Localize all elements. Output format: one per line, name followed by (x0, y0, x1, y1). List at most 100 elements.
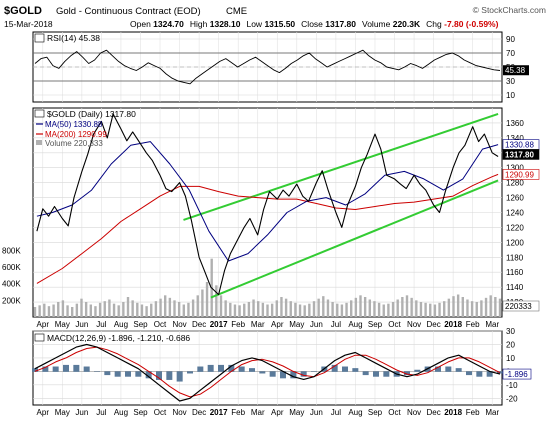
price-legend-swatch (34, 109, 45, 118)
stat-label: Chg (426, 19, 444, 29)
rsi-legend-swatch (34, 33, 45, 43)
macd-histogram-bar (352, 368, 359, 372)
macd-histogram-bar (435, 366, 441, 372)
macd-x-tick-label: Jul (331, 408, 341, 417)
x-tick-label: Nov (172, 320, 186, 329)
x-tick-label: Jul (331, 320, 341, 329)
watermark: © StockCharts.com (473, 5, 546, 15)
macd-histogram-bar (114, 371, 121, 377)
macd-histogram-bar (445, 366, 452, 372)
volume-tick-label: 200K (2, 296, 21, 305)
rsi-last-value-box (503, 65, 529, 76)
macd-histogram-bar (290, 371, 297, 379)
macd-x-tick-label: Jun (310, 408, 323, 417)
trend-channel-upper (183, 113, 499, 221)
ma200-legend-label: MA(200) 1290.99 (45, 130, 107, 139)
volume-legend-swatch (36, 140, 42, 145)
macd-histogram-bar (94, 371, 100, 372)
x-tick-label: Nov (407, 320, 421, 329)
x-tick-label: Mar (485, 320, 499, 329)
volume-last-value-box (502, 300, 540, 312)
last-value-box (502, 169, 540, 180)
volume-last-value: 220333 (505, 302, 532, 311)
macd-histogram-bar (228, 364, 235, 372)
price-legend-label: $GOLD (Daily) 1317.80 (47, 109, 136, 119)
macd-x-tick-label: Mar (251, 408, 265, 417)
volume-tick-label: 800K (2, 246, 21, 255)
macd-histogram-bar (42, 366, 49, 372)
symbol: $GOLD (4, 5, 42, 17)
price-tick-label: 1180 (506, 253, 524, 262)
macd-x-tick-label: May (289, 408, 304, 417)
macd-histogram-bar (83, 366, 90, 372)
macd-histogram-bar (476, 371, 483, 377)
macd-tick-label: 30 (506, 327, 515, 336)
stat-value: 1328.10 (210, 19, 241, 29)
price-tick-label: 1200 (506, 238, 524, 247)
volume-tick-label: 600K (2, 263, 21, 272)
ma50-line (36, 141, 499, 262)
x-tick-label: May (289, 320, 304, 329)
macd-panel-frame (32, 330, 503, 406)
macd-histogram-bar (362, 371, 369, 376)
macd-histogram-bar (455, 368, 462, 372)
macd-tick-label: -10 (506, 381, 518, 390)
macd-legend-swatch (34, 333, 45, 342)
macd-x-tick-label: Sep (368, 408, 383, 417)
macd-histogram-bar (135, 371, 142, 377)
macd-histogram-bar (331, 364, 338, 372)
macd-x-tick-label: May (55, 408, 70, 417)
x-tick-label: May (55, 320, 70, 329)
x-tick-label: Sep (133, 320, 148, 329)
trend-channel-lower (210, 179, 499, 299)
x-tick-label: Jun (75, 320, 88, 329)
macd-panel: -20-100102030MACD(12,26,9) -1.896, -1.21… (32, 327, 532, 417)
macd-histogram-bar (259, 371, 266, 374)
rsi-tick-label: 10 (506, 91, 515, 100)
price-panel: 1120114011601180120012201240126012801300… (2, 107, 540, 329)
macd-x-tick-label: Nov (407, 408, 421, 417)
price-tick-label: 1240 (506, 209, 524, 218)
macd-x-tick-label: Feb (231, 408, 245, 417)
stat-value: 1315.50 (264, 19, 295, 29)
x-tick-label: Aug (348, 320, 362, 329)
x-tick-label: Mar (251, 320, 265, 329)
macd-x-tick-label: Mar (485, 408, 499, 417)
macd-histogram-bar (280, 371, 286, 379)
x-tick-label: Sep (368, 320, 383, 329)
stat-value: -7.80 (-0.59%) (444, 19, 498, 29)
macd-x-tick-label: Dec (426, 408, 440, 417)
x-tick-label: 2018 (444, 320, 462, 329)
macd-histogram-bar (197, 366, 204, 372)
ma50-legend-label: MA(50) 1330.88 (45, 120, 103, 129)
macd-x-tick-label: Feb (466, 408, 480, 417)
macd-histogram-bar (145, 371, 152, 379)
stat-value: 1324.70 (153, 19, 184, 29)
macd-tick-label: -20 (506, 394, 518, 403)
macd-x-tick-label: Apr (271, 408, 284, 417)
price-tick-label: 1300 (506, 164, 524, 173)
macd-x-tick-label: 2017 (210, 408, 228, 417)
macd-histogram-bar (300, 371, 307, 377)
rsi-label: RSI(14) 45.38 (47, 33, 100, 43)
last-value-label: 1290.99 (505, 170, 534, 179)
stat-label: Close (301, 19, 325, 29)
macd-x-tick-label: Jul (96, 408, 106, 417)
macd-histogram-bar (269, 371, 276, 377)
volume-tick-label: 400K (2, 280, 21, 289)
x-tick-label: Oct (388, 320, 401, 329)
rsi-tick-label: 70 (506, 49, 515, 58)
x-tick-label: 2017 (210, 320, 228, 329)
last-value-label: 1317.80 (505, 150, 534, 159)
price-tick-label: 1260 (506, 194, 524, 203)
price-tick-label: 1340 (506, 134, 524, 143)
macd-histogram-bar (249, 368, 255, 372)
macd-histogram-bar (166, 371, 173, 380)
price-tick-label: 1140 (506, 283, 524, 292)
macd-histogram-bar (414, 369, 421, 372)
macd-histogram-bar (311, 371, 317, 372)
x-tick-label: Feb (466, 320, 480, 329)
macd-histogram-bar (486, 371, 493, 377)
macd-histogram-bar (218, 364, 224, 372)
